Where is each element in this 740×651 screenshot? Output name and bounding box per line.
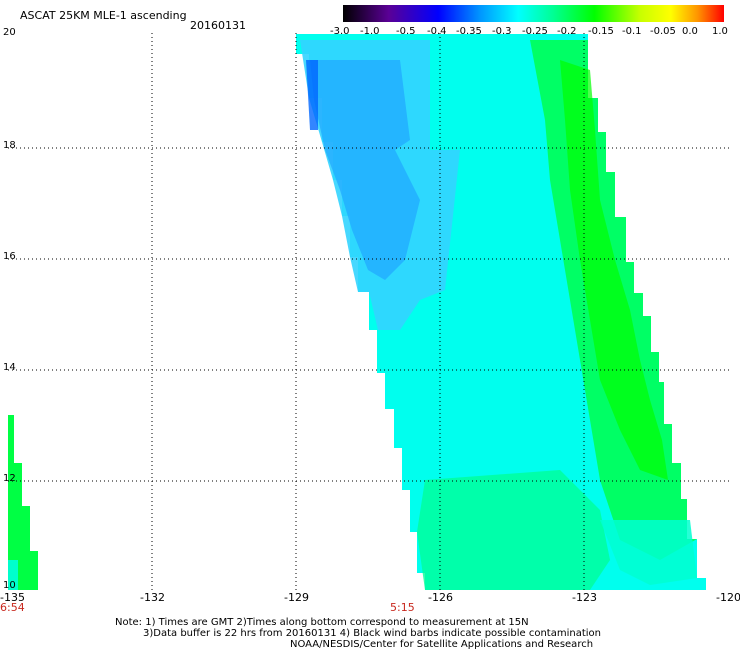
lon-label: -126 xyxy=(428,591,453,604)
swath-left-cyan xyxy=(8,560,18,590)
lat-label: 20 xyxy=(3,27,16,38)
lon-label: -120 xyxy=(716,592,740,604)
swath-main xyxy=(296,34,706,590)
colorbar-tick: 1.0 xyxy=(712,26,728,37)
colorbar-tick: -3.0 xyxy=(330,26,350,37)
time-label: 5:15 xyxy=(390,601,415,614)
graticule xyxy=(8,33,730,590)
colorbar-gradient xyxy=(343,5,724,22)
lat-label: 18 xyxy=(3,140,16,151)
swath-left-fragment xyxy=(8,415,38,590)
colorbar-tick: -1.0 xyxy=(360,26,380,37)
colorbar xyxy=(343,5,724,22)
lon-label: -129 xyxy=(284,591,309,604)
colorbar-tick: -0.35 xyxy=(456,26,482,37)
colorbar-tick: -0.5 xyxy=(396,26,416,37)
colorbar-tick: -0.15 xyxy=(588,26,614,37)
lat-label: 10 xyxy=(3,580,16,591)
footnote-line: NOAA/NESDIS/Center for Satellite Applica… xyxy=(290,639,594,650)
lat-label: 14 xyxy=(3,362,16,373)
colorbar-tick: 0.0 xyxy=(682,26,698,37)
time-label: 6:54 xyxy=(0,601,25,614)
colorbar-tick: -0.1 xyxy=(622,26,642,37)
colorbar-tick: -0.2 xyxy=(557,26,577,37)
footnote-line: 3)Data buffer is 22 hrs from 20160131 4)… xyxy=(143,628,601,639)
lat-label: 12 xyxy=(3,473,16,484)
colorbar-tick: -0.3 xyxy=(492,26,512,37)
lon-label: -132 xyxy=(140,591,165,604)
lon-label: -123 xyxy=(572,591,597,604)
colorbar-tick: -0.4 xyxy=(427,26,447,37)
colorbar-tick: -0.25 xyxy=(522,26,548,37)
lon-label: -135 xyxy=(0,591,25,604)
lat-label: 16 xyxy=(3,251,16,262)
map-date: 20160131 xyxy=(190,19,246,32)
map-title: ASCAT 25KM MLE-1 ascending xyxy=(20,9,187,22)
colorbar-tick: -0.05 xyxy=(650,26,676,37)
footnote-line: Note: 1) Times are GMT 2)Times along bot… xyxy=(115,617,529,628)
